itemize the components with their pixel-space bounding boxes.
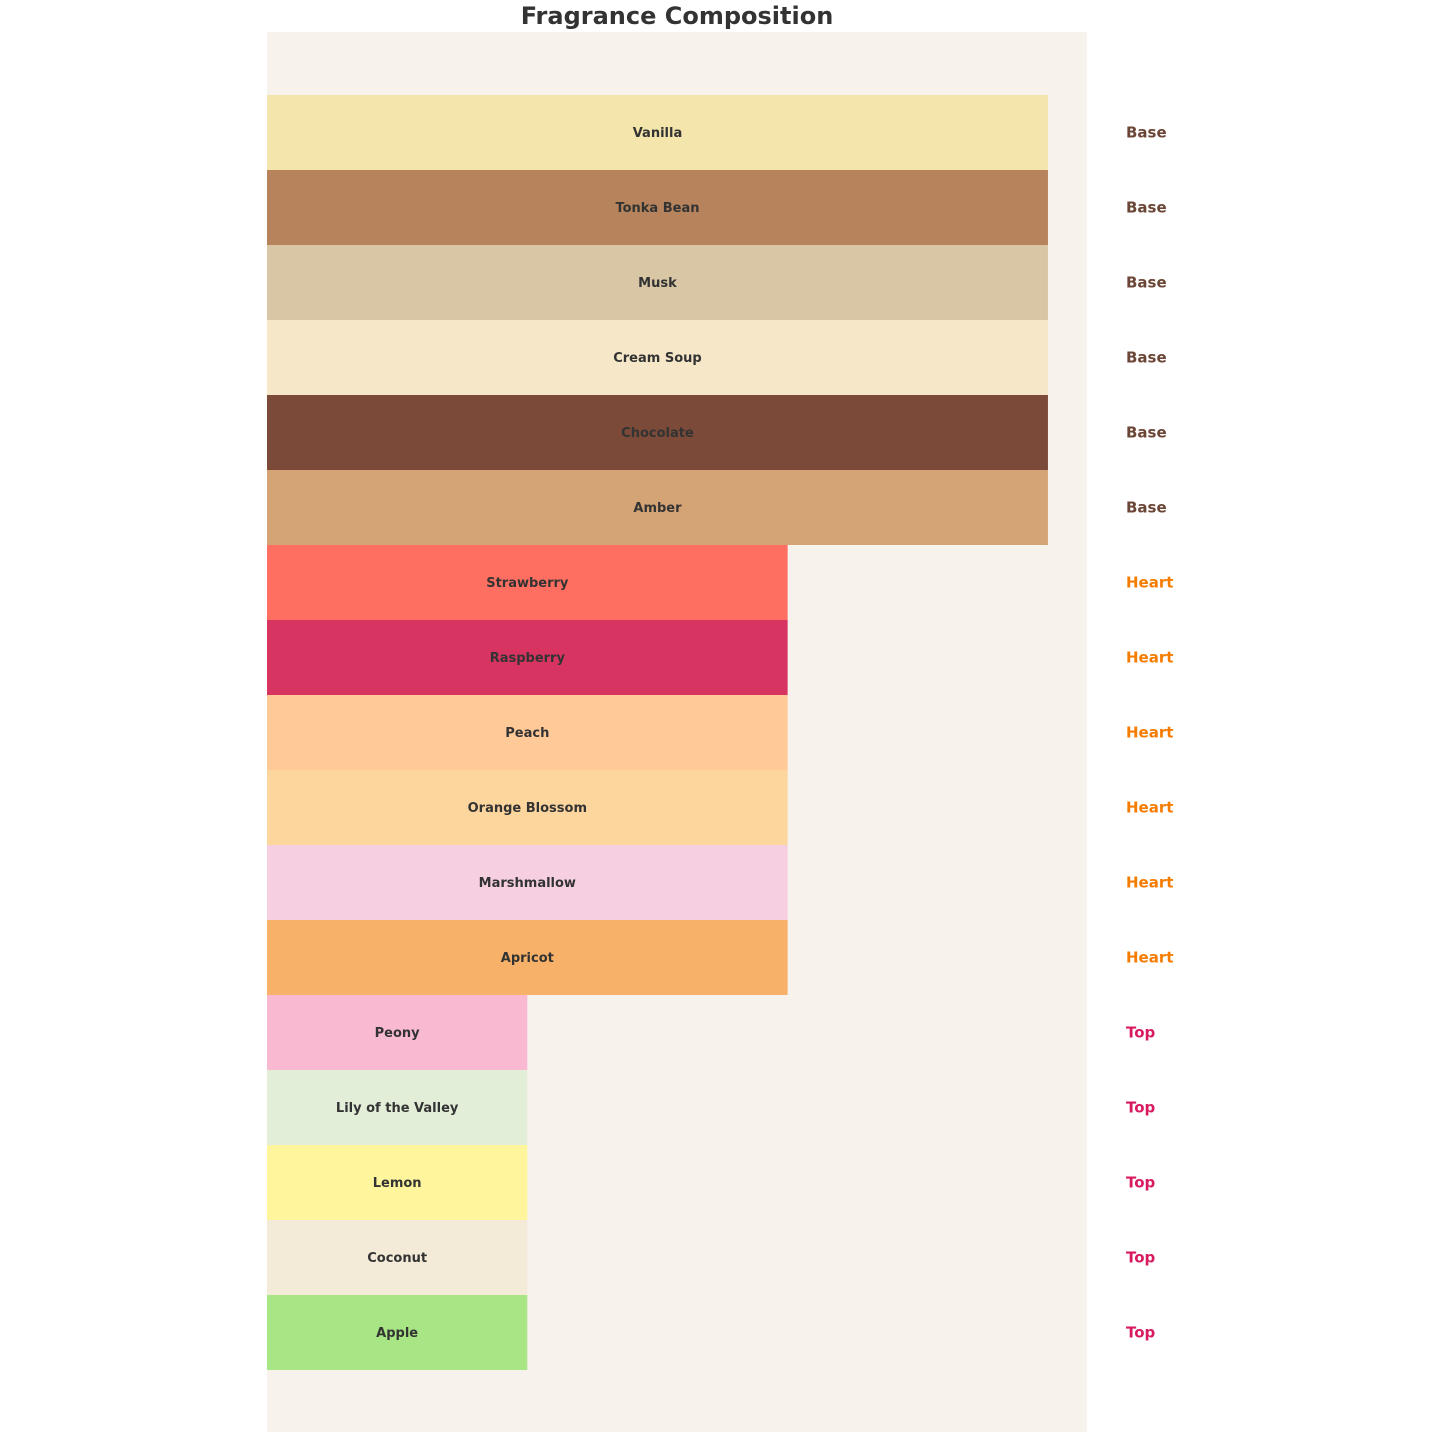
- tier-label: Top: [1126, 1324, 1156, 1342]
- bar: [267, 1070, 528, 1145]
- tier-label: Heart: [1126, 949, 1173, 967]
- bar: [267, 170, 1048, 245]
- bar: [267, 695, 788, 770]
- bar-label: Coconut: [367, 1251, 427, 1266]
- tier-label: Base: [1126, 199, 1167, 217]
- bar: [267, 995, 528, 1070]
- tier-label: Top: [1126, 1024, 1156, 1042]
- bar: [267, 770, 788, 845]
- bar-label: Amber: [633, 501, 682, 516]
- tier-label: Base: [1126, 424, 1167, 442]
- chart-title: Fragrance Composition: [520, 2, 834, 30]
- tier-label: Heart: [1126, 874, 1173, 892]
- tier-label: Top: [1126, 1249, 1156, 1267]
- tier-label: Heart: [1126, 799, 1173, 817]
- bar: [267, 1295, 528, 1370]
- bar: [267, 545, 788, 620]
- bar-label: Apricot: [501, 951, 554, 966]
- tier-label: Top: [1126, 1174, 1156, 1192]
- bar: [267, 320, 1048, 395]
- tier-label: Base: [1126, 349, 1167, 367]
- bar-label: Orange Blossom: [468, 801, 587, 816]
- tier-label: Heart: [1126, 574, 1173, 592]
- bar-label: Vanilla: [633, 126, 683, 141]
- tier-label: Base: [1126, 274, 1167, 292]
- tier-label: Base: [1126, 124, 1167, 142]
- bar: [267, 95, 1048, 170]
- bar-label: Peony: [375, 1026, 421, 1041]
- tier-label: Heart: [1126, 724, 1173, 742]
- bar: [267, 920, 788, 995]
- bar: [267, 1220, 528, 1295]
- bar: [267, 1145, 528, 1220]
- tier-label: Base: [1126, 499, 1167, 517]
- bar-label: Tonka Bean: [615, 201, 699, 216]
- bar-label: Apple: [376, 1326, 418, 1341]
- tier-label: Heart: [1126, 649, 1173, 667]
- bar: [267, 620, 788, 695]
- bar: [267, 395, 1048, 470]
- bar-label: Strawberry: [486, 576, 569, 591]
- bar-label: Musk: [638, 276, 677, 291]
- bar: [267, 245, 1048, 320]
- bar-label: Marshmallow: [479, 876, 576, 891]
- bar-label: Lemon: [373, 1176, 422, 1191]
- tier-label: Top: [1126, 1099, 1156, 1117]
- bar-label: Peach: [505, 726, 549, 741]
- bar-label: Lily of the Valley: [336, 1101, 459, 1116]
- bar: [267, 845, 788, 920]
- bar-label: Cream Soup: [613, 351, 701, 366]
- bar-label: Raspberry: [490, 651, 566, 666]
- bar-label: Chocolate: [621, 426, 694, 441]
- bar: [267, 470, 1048, 545]
